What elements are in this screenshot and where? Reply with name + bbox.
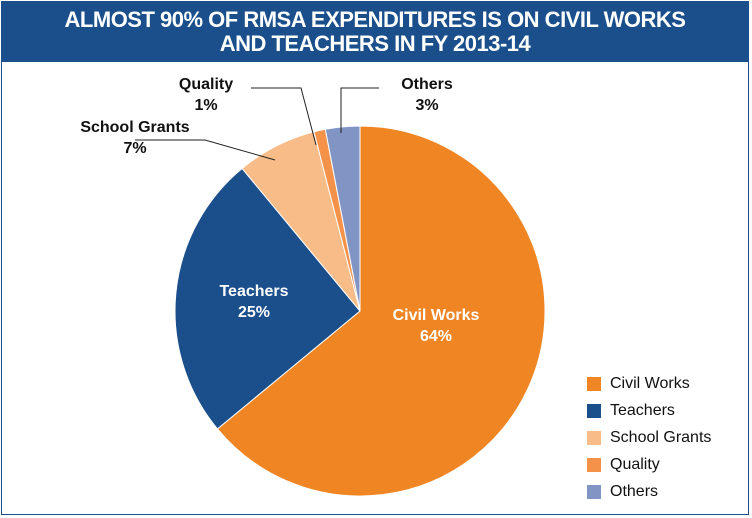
slice-label-civil-works: Civil Works 64% bbox=[393, 307, 480, 345]
slice-label-teachers: Teachers 25% bbox=[219, 283, 288, 321]
legend-item-others: Others bbox=[587, 478, 711, 505]
legend-swatch bbox=[587, 484, 601, 499]
leader-lines bbox=[135, 87, 379, 161]
pie-slices bbox=[174, 125, 546, 497]
pie-slice-civil-works bbox=[216, 125, 546, 497]
legend-label: Civil Works bbox=[610, 374, 690, 392]
legend-label: Teachers bbox=[610, 401, 675, 419]
legend: Civil Works Teachers School Grants Quality O… bbox=[587, 370, 711, 505]
legend-swatch bbox=[587, 430, 601, 445]
chart-title: ALMOST 90% OF RMSA EXPENDITURES IS ON CI… bbox=[64, 7, 686, 56]
title-bar: ALMOST 90% OF RMSA EXPENDITURES IS ON CI… bbox=[2, 2, 748, 62]
legend-item-teachers: Teachers bbox=[587, 397, 711, 424]
legend-swatch bbox=[587, 403, 601, 418]
legend-swatch bbox=[587, 376, 601, 391]
slice-label-others: Others 3% bbox=[401, 76, 453, 114]
legend-item-school-grants: School Grants bbox=[587, 424, 711, 451]
legend-label: School Grants bbox=[610, 428, 712, 446]
slice-label-school-grants: School Grants 7% bbox=[80, 119, 189, 157]
pie-slice-teachers bbox=[174, 167, 361, 430]
legend-item-quality: Quality bbox=[587, 451, 711, 478]
legend-label: Others bbox=[610, 482, 659, 500]
leader-line-quality bbox=[251, 87, 317, 146]
legend-label: Quality bbox=[610, 455, 660, 473]
legend-item-civil-works: Civil Works bbox=[587, 370, 711, 397]
slice-label-quality: Quality 1% bbox=[179, 76, 233, 114]
leader-line-others bbox=[340, 87, 379, 133]
leader-line-school-grants bbox=[135, 139, 276, 161]
pie-slice-others bbox=[324, 125, 361, 312]
legend-swatch bbox=[587, 457, 601, 472]
slice-labels: Civil Works 64% Teachers 25% School Grants 7%… bbox=[80, 76, 479, 345]
